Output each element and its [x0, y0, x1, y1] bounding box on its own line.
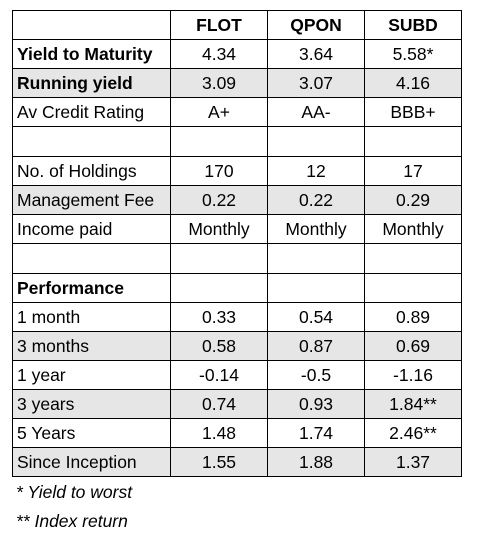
- footnote-index-return: ** Index return: [16, 511, 128, 531]
- cell-flot: 0.33: [170, 302, 268, 332]
- empty-cell: [170, 243, 268, 274]
- row-label: Yield to Maturity: [12, 39, 171, 69]
- cell-flot: 4.34: [170, 39, 268, 69]
- cell-subd: Monthly: [364, 214, 462, 244]
- row-no-of-holdings: No. of Holdings 170 12 17: [12, 156, 462, 186]
- cell-qpon: 1.88: [267, 447, 365, 477]
- section-title: Performance: [12, 273, 171, 303]
- row-running-yield: Running yield 3.09 3.07 4.16: [12, 68, 462, 98]
- cell-subd: BBB+: [364, 97, 462, 127]
- row-label: 5 Years: [12, 418, 171, 448]
- cell-subd: 4.16: [364, 68, 462, 98]
- row-label: Av Credit Rating: [12, 97, 171, 127]
- cell-flot: 0.74: [170, 389, 268, 419]
- cell-subd: 5.58*: [364, 39, 462, 69]
- empty-cell: [267, 126, 365, 157]
- cell-flot: 0.58: [170, 331, 268, 361]
- cell-flot: 1.48: [170, 418, 268, 448]
- cell-qpon: Monthly: [267, 214, 365, 244]
- row-income-paid: Income paid Monthly Monthly Monthly: [12, 214, 462, 244]
- row-management-fee: Management Fee 0.22 0.22 0.29: [12, 185, 462, 215]
- row-since-inception: Since Inception 1.55 1.88 1.37: [12, 447, 462, 477]
- row-av-credit-rating: Av Credit Rating A+ AA- BBB+: [12, 97, 462, 127]
- row-label: 3 years: [12, 389, 171, 419]
- cell-flot: 1.55: [170, 447, 268, 477]
- cell-flot: 170: [170, 156, 268, 186]
- empty-cell: [364, 243, 462, 274]
- cell-qpon: AA-: [267, 97, 365, 127]
- header-corner-cell: [12, 10, 171, 40]
- cell-qpon: 0.22: [267, 185, 365, 215]
- cell-qpon: 0.54: [267, 302, 365, 332]
- row-label: 3 months: [12, 331, 171, 361]
- footnotes: * Yield to worst ** Index return: [16, 478, 132, 536]
- row-label: Management Fee: [12, 185, 171, 215]
- row-3-years: 3 years 0.74 0.93 1.84**: [12, 389, 462, 419]
- row-label: Income paid: [12, 214, 171, 244]
- empty-cell: [267, 243, 365, 274]
- cell-qpon: 12: [267, 156, 365, 186]
- cell-flot: 0.22: [170, 185, 268, 215]
- row-1-month: 1 month 0.33 0.54 0.89: [12, 302, 462, 332]
- cell-flot: -0.14: [170, 360, 268, 390]
- column-header-subd: SUBD: [364, 10, 462, 40]
- cell-subd: 0.29: [364, 185, 462, 215]
- column-header-flot: FLOT: [170, 10, 268, 40]
- etf-comparison-table: FLOT QPON SUBD Yield to Maturity 4.34 3.…: [12, 10, 462, 477]
- cell-subd: -1.16: [364, 360, 462, 390]
- empty-cell: [170, 273, 268, 303]
- cell-qpon: 3.07: [267, 68, 365, 98]
- cell-qpon: 0.93: [267, 389, 365, 419]
- row-label: 1 month: [12, 302, 171, 332]
- spacer-row: [12, 243, 462, 274]
- spacer-row: [12, 126, 462, 157]
- row-label: Since Inception: [12, 447, 171, 477]
- cell-qpon: -0.5: [267, 360, 365, 390]
- footnote-yield-to-worst: * Yield to worst: [16, 482, 133, 502]
- cell-subd: 1.37: [364, 447, 462, 477]
- row-label: 1 year: [12, 360, 171, 390]
- cell-qpon: 3.64: [267, 39, 365, 69]
- cell-flot: 3.09: [170, 68, 268, 98]
- cell-subd: 0.69: [364, 331, 462, 361]
- empty-cell: [12, 243, 171, 274]
- cell-flot: Monthly: [170, 214, 268, 244]
- empty-cell: [170, 126, 268, 157]
- row-3-months: 3 months 0.58 0.87 0.69: [12, 331, 462, 361]
- header-row: FLOT QPON SUBD: [12, 10, 462, 40]
- empty-cell: [267, 273, 365, 303]
- cell-qpon: 0.87: [267, 331, 365, 361]
- row-label: Running yield: [12, 68, 171, 98]
- empty-cell: [12, 126, 171, 157]
- row-yield-to-maturity: Yield to Maturity 4.34 3.64 5.58*: [12, 39, 462, 69]
- cell-subd: 0.89: [364, 302, 462, 332]
- row-label: No. of Holdings: [12, 156, 171, 186]
- cell-subd: 1.84**: [364, 389, 462, 419]
- empty-cell: [364, 126, 462, 157]
- row-1-year: 1 year -0.14 -0.5 -1.16: [12, 360, 462, 390]
- empty-cell: [364, 273, 462, 303]
- row-5-years: 5 Years 1.48 1.74 2.46**: [12, 418, 462, 448]
- section-header-performance: Performance: [12, 273, 462, 303]
- cell-subd: 2.46**: [364, 418, 462, 448]
- comparison-table-container: FLOT QPON SUBD Yield to Maturity 4.34 3.…: [12, 10, 462, 477]
- cell-flot: A+: [170, 97, 268, 127]
- cell-qpon: 1.74: [267, 418, 365, 448]
- cell-subd: 17: [364, 156, 462, 186]
- column-header-qpon: QPON: [267, 10, 365, 40]
